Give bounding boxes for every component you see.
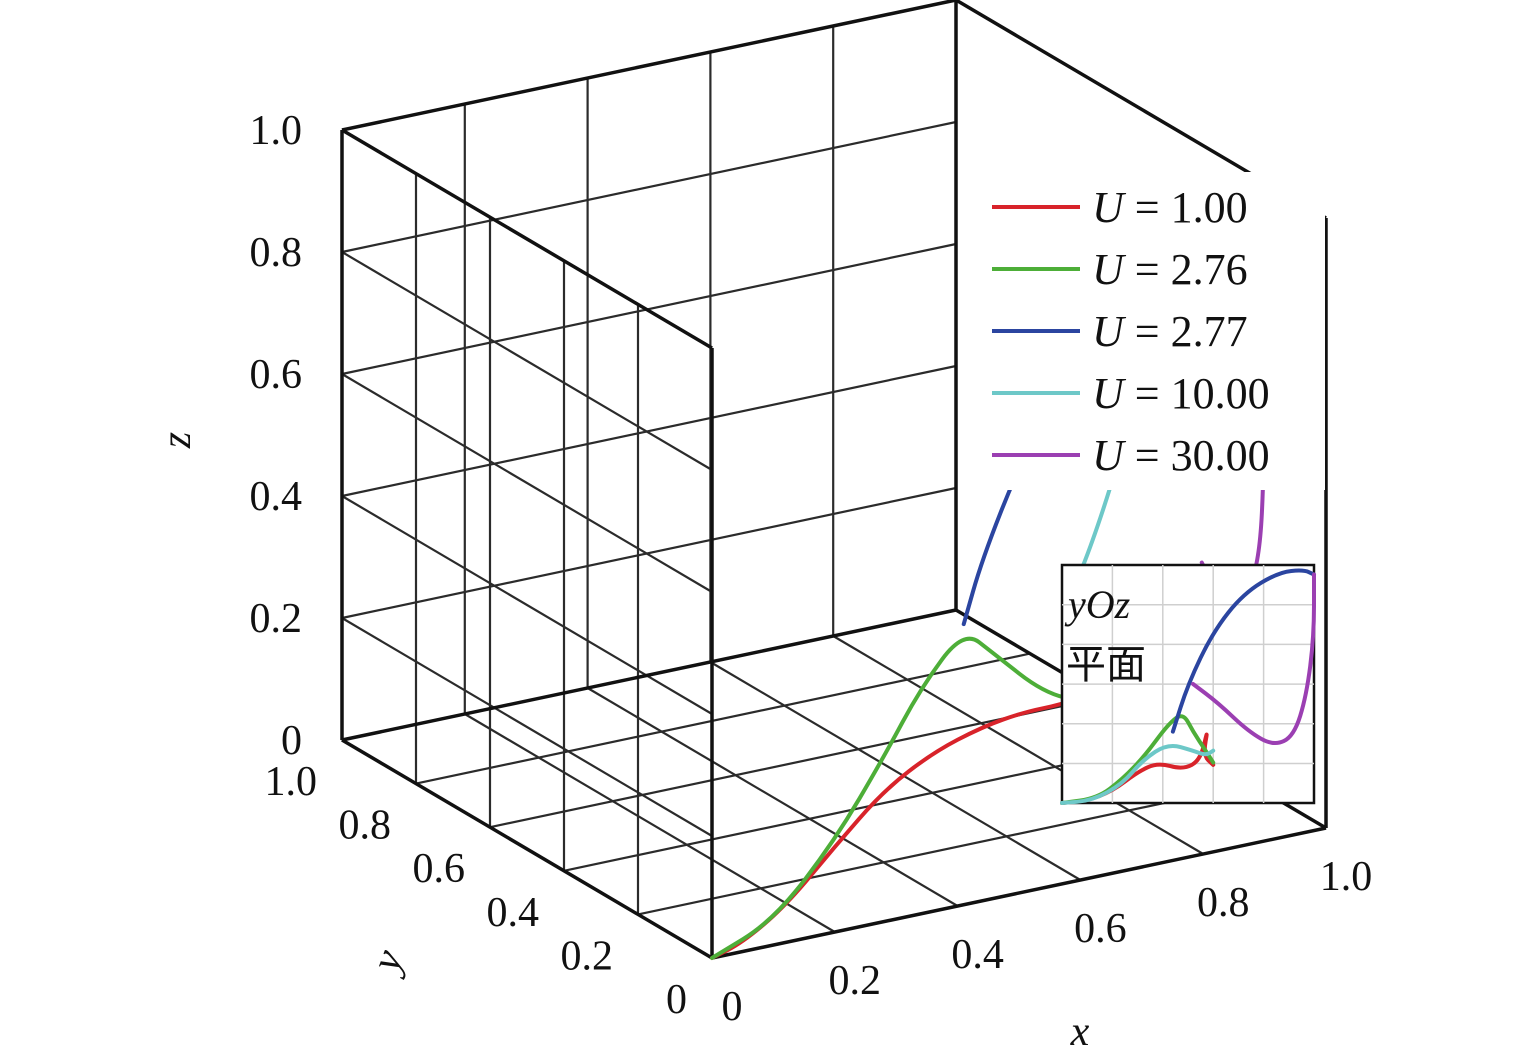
left-wall-gridline-z	[341, 251, 713, 471]
inset-series-line-4	[1060, 744, 1216, 805]
y-tick-label: 0	[666, 977, 687, 1023]
legend-entry: U = 30.00	[1092, 431, 1270, 480]
legend-var: U	[1092, 369, 1127, 418]
x-tick-label: 0.4	[951, 932, 1004, 978]
floor-gridline-x	[709, 661, 1081, 881]
frame-edge	[341, 128, 713, 350]
floor-gridline-x	[587, 687, 959, 907]
legend-entry: U = 2.77	[1092, 307, 1248, 356]
floor-gridline-x	[832, 635, 1204, 855]
legend-value: = 10.00	[1124, 369, 1270, 418]
z-tick-label: 0.6	[250, 352, 303, 398]
left-wall-gridline-z	[341, 373, 713, 593]
legend-value: = 30.00	[1124, 431, 1270, 480]
legend-var: U	[1092, 307, 1127, 356]
legend-entry: U = 2.76	[1092, 245, 1248, 294]
legend: U = 1.00U = 2.76U = 2.77U = 10.00U = 30.…	[980, 172, 1325, 490]
inset-title-line1: yOz	[1064, 582, 1131, 627]
x-tick-label: 0.6	[1074, 906, 1127, 952]
frame-edge	[341, 0, 957, 132]
x-axis-ticks: 0 0.2 0.4 0.6 0.8 1.0	[722, 854, 1373, 1030]
inset-title-line2: 平面	[1066, 642, 1146, 687]
legend-value: = 2.76	[1124, 245, 1248, 294]
legend-var: U	[1092, 431, 1127, 480]
legend-entry: U = 10.00	[1092, 369, 1270, 418]
legend-entry: U = 1.00	[1092, 183, 1248, 232]
floor-gridline-x	[464, 713, 836, 933]
z-axis-ticks: 0 0.2 0.4 0.6 0.8 1.0	[250, 108, 303, 764]
z-tick-label: 1.0	[250, 108, 303, 154]
inset-series-line-3	[1170, 568, 1316, 734]
z-tick-label: 0.2	[250, 596, 303, 642]
legend-var: U	[1092, 183, 1127, 232]
z-tick-label: 0	[281, 718, 302, 764]
left-wall-gridline-z	[341, 495, 713, 715]
floor-gridline-y	[637, 783, 1253, 916]
z-axis-label: z	[154, 432, 200, 449]
legend-value: = 1.00	[1124, 183, 1248, 232]
frame-edge	[711, 826, 1327, 960]
inset-series-line-5	[1191, 572, 1316, 746]
frame-edge	[341, 738, 713, 960]
x-tick-label: 1.0	[1320, 854, 1373, 900]
y-tick-label: 0.8	[339, 803, 392, 849]
back-wall-gridline-z	[341, 120, 957, 254]
legend-value: = 2.77	[1124, 307, 1248, 356]
z-tick-label: 0.8	[250, 230, 303, 276]
legend-var: U	[1092, 245, 1127, 294]
floor-gridline-y	[415, 652, 1031, 785]
inset-yoz-plane: yOz 平面	[1060, 563, 1316, 805]
back-wall-gridline-z	[341, 364, 957, 498]
y-tick-label: 0.6	[413, 846, 466, 892]
frame-edge	[341, 608, 957, 742]
inset-curves	[1060, 568, 1316, 805]
back-wall-gridline-z	[341, 486, 957, 620]
x-tick-label: 0	[722, 984, 743, 1030]
x-axis-label: x	[1070, 1009, 1090, 1055]
y-axis-ticks: 0 0.2 0.4 0.6 0.8 1.0	[265, 759, 688, 1023]
left-wall-gridline-z	[341, 617, 713, 837]
x-tick-label: 0.2	[829, 958, 882, 1004]
x-tick-label: 0.8	[1197, 880, 1250, 926]
y-tick-label: 0.4	[487, 890, 540, 936]
y-tick-label: 0.2	[561, 933, 614, 979]
y-axis-label: y	[362, 944, 413, 981]
y-tick-label: 1.0	[265, 759, 318, 805]
z-tick-label: 0.4	[250, 474, 303, 520]
